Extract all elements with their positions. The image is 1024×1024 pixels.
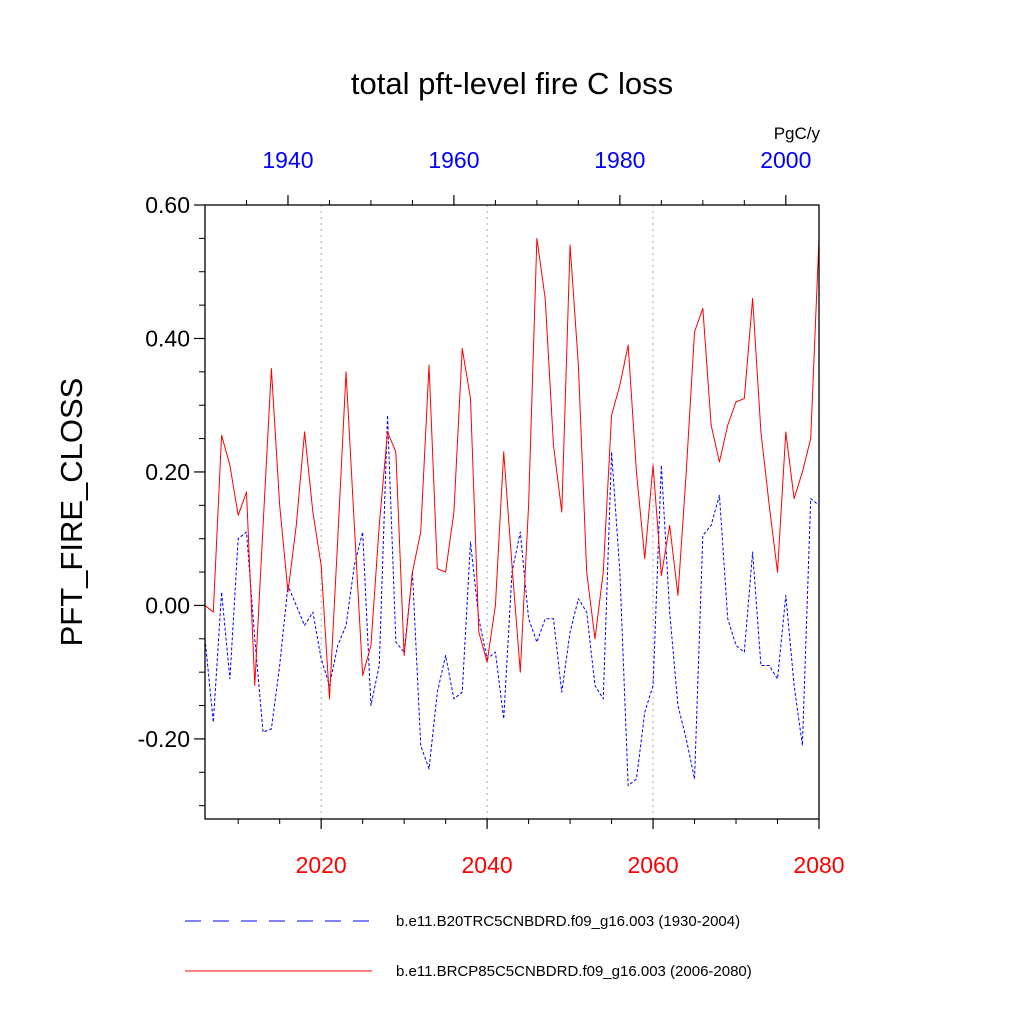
y-tick-label: 0.60: [145, 192, 190, 218]
series-line-rcp85: [204, 237, 820, 700]
series-lines: [204, 237, 820, 787]
grid: [320, 205, 654, 819]
x-top-tick-label: 1980: [594, 147, 645, 173]
x-bottom-tick-label: 2080: [793, 852, 844, 878]
x-bottom-tick-label: 2060: [627, 852, 678, 878]
x-bottom-tick-label: 2020: [296, 852, 347, 878]
y-axis-label: PFT_FIRE_CLOSS: [54, 378, 89, 647]
y-tick-label: 0.20: [145, 459, 190, 485]
y-tick-label: 0.40: [145, 325, 190, 351]
y-tick-label: -0.20: [138, 726, 190, 752]
axis-ticks: [194, 195, 820, 829]
units-label: PgC/y: [774, 124, 821, 143]
plot-frame: [204, 204, 820, 820]
x-bottom-tick-label: 2040: [462, 852, 513, 878]
x-top-tick-label: 1960: [428, 147, 479, 173]
legend-label-rcp85: b.e11.BRCP85C5CNBDRD.f09_g16.003 (2006-2…: [396, 963, 752, 980]
x-top-tick-label: 2000: [760, 147, 811, 173]
tick-labels: 0.60 0.40 0.20 0.00 -0.20 2020 2040 2060 2080 194…: [138, 147, 845, 878]
y-tick-label: 0.00: [145, 592, 190, 618]
chart-title: total pft-level fire C loss: [351, 66, 673, 101]
legend-label-historical: b.e11.B20TRC5CNBDRD.f09_g16.003 (1930-20…: [396, 913, 740, 930]
x-top-tick-label: 1940: [262, 147, 313, 173]
legend: b.e11.B20TRC5CNBDRD.f09_g16.003 (1930-20…: [185, 913, 752, 980]
series-line-historical: [204, 414, 820, 787]
